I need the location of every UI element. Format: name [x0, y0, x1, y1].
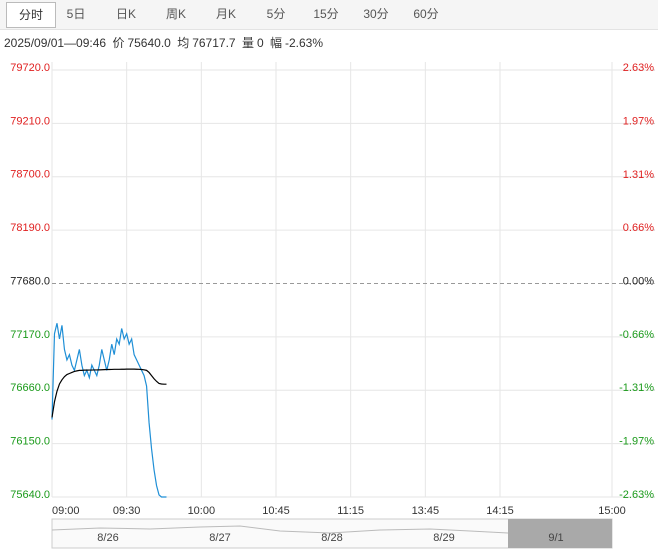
info-label: 量 [241, 36, 254, 50]
tab[interactable]: 分时 [6, 2, 56, 28]
y2-tick-label: 0.00% [623, 275, 654, 287]
y2-tick-label: 2.63% [623, 62, 654, 74]
info-label: 价 [112, 36, 125, 50]
tab[interactable]: 日K [115, 7, 136, 21]
navigator-trace [51, 525, 509, 534]
navigator-date: 8/26 [97, 532, 118, 544]
y2-tick-label: -1.97% [619, 435, 654, 447]
tab[interactable]: 5日 [66, 7, 86, 21]
x-tick-label: 13:45 [412, 505, 440, 517]
x-tick-label: 09:00 [52, 505, 80, 517]
x-tick-label: 14:15 [486, 505, 514, 517]
y2-tick-label: 1.31% [623, 169, 654, 181]
y2-tick-label: -2.63% [619, 489, 654, 501]
info-value: -2.63% [285, 36, 324, 50]
x-tick-label: 10:45 [262, 505, 290, 517]
tab[interactable]: 5分 [266, 7, 286, 21]
navigator-date: 8/27 [209, 532, 230, 544]
info-value: 75640.0 [127, 36, 171, 50]
info-label: 均 [177, 36, 190, 50]
navigator-selection[interactable] [508, 519, 612, 548]
tab[interactable]: 月K [215, 7, 236, 21]
y-tick-label: 76660.0 [10, 382, 50, 394]
info-value: 0 [256, 36, 264, 50]
y-tick-label: 77680.0 [10, 275, 50, 287]
price-line [51, 368, 167, 418]
x-tick-label: 09:30 [113, 505, 141, 517]
info-value: 76717.7 [192, 36, 236, 50]
navigator-date: 8/29 [433, 532, 454, 544]
navigator-date: 8/28 [321, 532, 342, 544]
y2-tick-label: -0.66% [619, 329, 654, 341]
info-time: 2025/09/01—09:46 [4, 36, 107, 50]
x-tick-label: 11:15 [337, 505, 364, 517]
tab[interactable]: 60分 [413, 7, 439, 21]
y-tick-label: 79210.0 [10, 115, 50, 127]
y2-tick-label: 0.66% [623, 222, 654, 234]
x-tick-label: 10:00 [188, 505, 216, 517]
x-tick-label: 15:00 [598, 505, 626, 517]
price-line [51, 323, 167, 498]
tab[interactable]: 15分 [313, 7, 339, 21]
tab-bar: 分时 5日 日K 周K 月K 5分 15分 30分 60分 [0, 0, 658, 30]
y-tick-label: 78700.0 [10, 169, 50, 181]
y-tick-label: 76150.0 [10, 436, 50, 448]
tab[interactable]: 周K [165, 7, 186, 21]
y-tick-label: 77170.0 [10, 329, 50, 341]
y-tick-label: 79720.0 [10, 62, 50, 74]
info-label: 幅 [269, 36, 282, 50]
y-tick-label: 75640.0 [10, 489, 50, 501]
navigator-date: 9/1 [548, 532, 563, 544]
y-tick-label: 78190.0 [10, 222, 50, 234]
tab[interactable]: 30分 [363, 7, 389, 21]
y2-tick-label: -1.31% [619, 382, 654, 394]
y2-tick-label: 1.97% [623, 115, 654, 127]
